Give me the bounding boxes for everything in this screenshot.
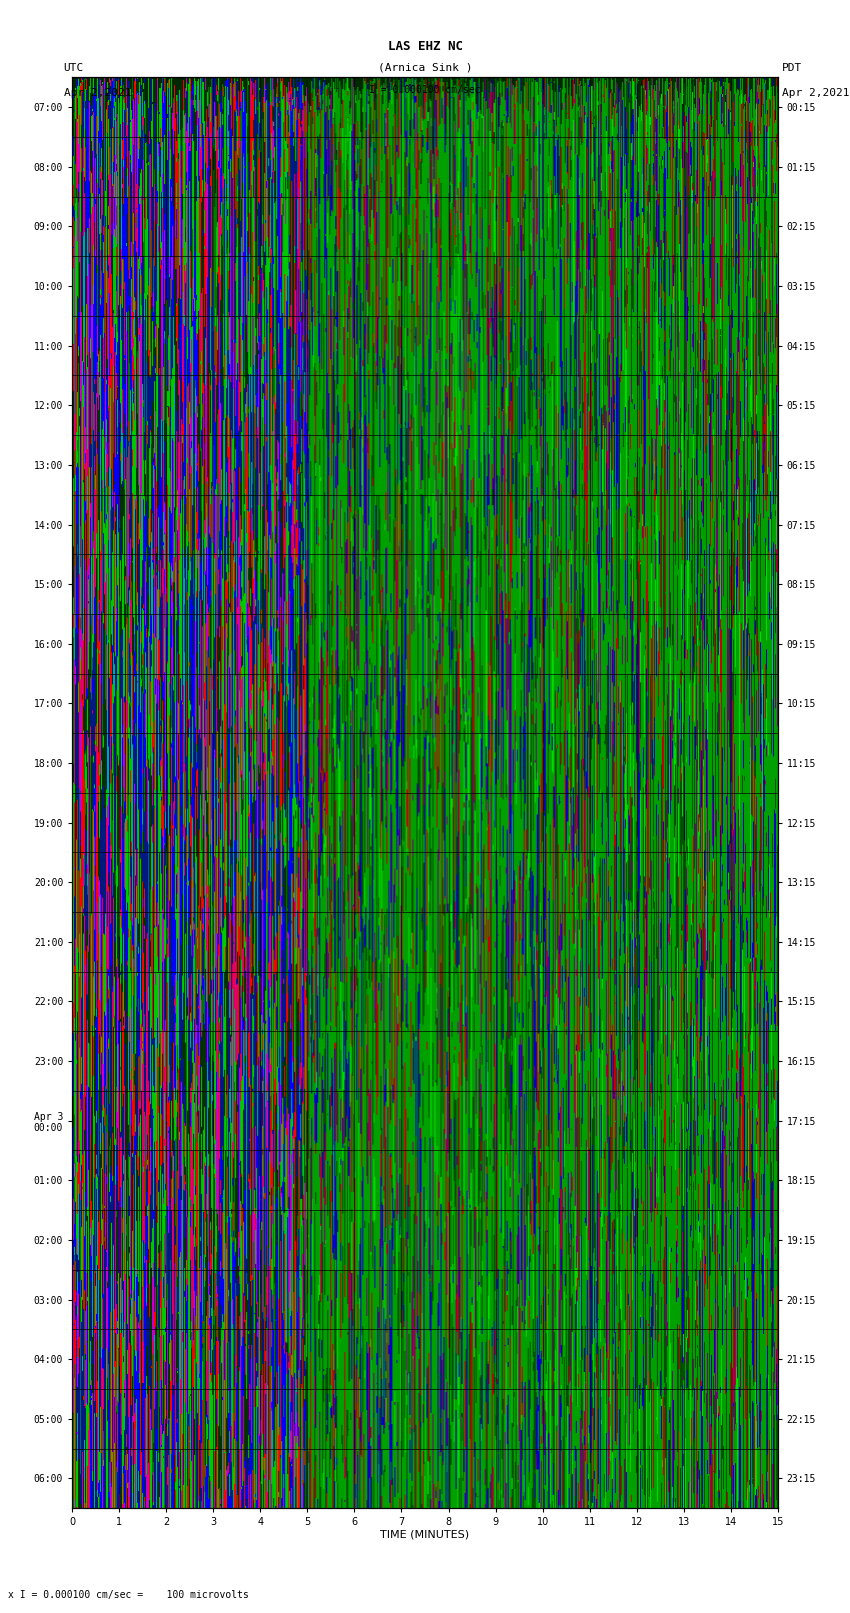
Text: I = 0.000100 cm/sec: I = 0.000100 cm/sec — [369, 85, 481, 95]
Text: PDT: PDT — [782, 63, 802, 73]
Text: LAS EHZ NC: LAS EHZ NC — [388, 40, 462, 53]
Text: (Arnica Sink ): (Arnica Sink ) — [377, 63, 473, 73]
Text: UTC: UTC — [64, 63, 84, 73]
Text: Apr 2,2021: Apr 2,2021 — [64, 89, 131, 98]
Text: x I = 0.000100 cm/sec =    100 microvolts: x I = 0.000100 cm/sec = 100 microvolts — [8, 1590, 249, 1600]
X-axis label: TIME (MINUTES): TIME (MINUTES) — [381, 1531, 469, 1540]
Text: Apr 2,2021: Apr 2,2021 — [782, 89, 849, 98]
